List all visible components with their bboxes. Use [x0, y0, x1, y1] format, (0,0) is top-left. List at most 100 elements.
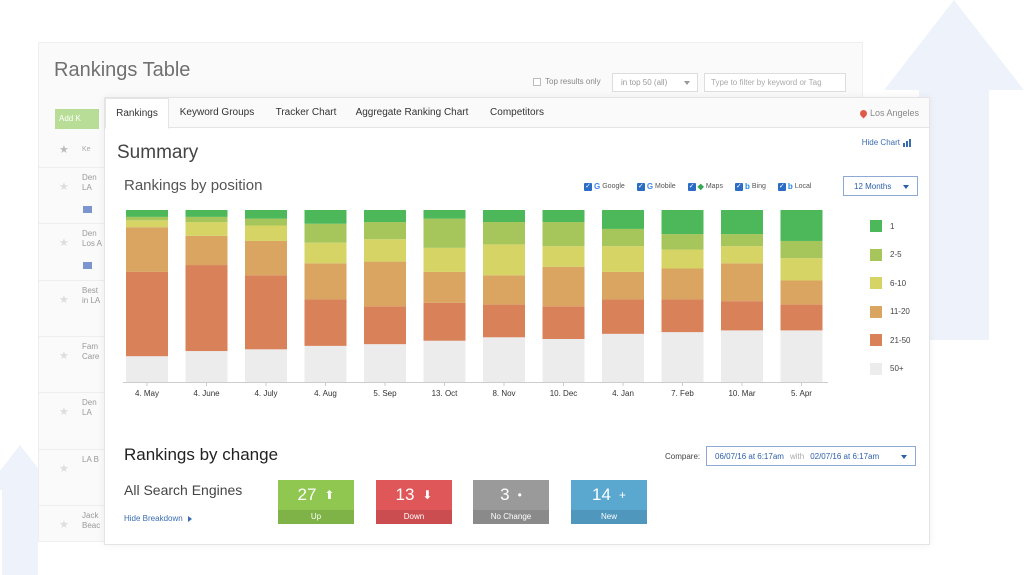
bar-segment[interactable] [304, 242, 347, 264]
bar-segment[interactable] [542, 266, 585, 307]
bar-segment[interactable] [185, 222, 228, 236]
table-row[interactable]: ★ Den LA [39, 167, 107, 223]
tab-aggregate-ranking-chart[interactable]: Aggregate Ranking Chart [355, 107, 469, 118]
top-results-checkbox[interactable] [533, 77, 541, 86]
star-icon[interactable]: ★ [59, 237, 69, 249]
star-icon[interactable]: ★ [59, 144, 69, 156]
bar-segment[interactable] [661, 268, 704, 300]
bar-segment[interactable] [542, 306, 585, 339]
table-row[interactable]: ★ Best in LA [39, 280, 107, 336]
bar-segment[interactable] [126, 220, 168, 228]
tab-tracker-chart[interactable]: Tracker Chart [275, 107, 337, 118]
bar-segment[interactable] [483, 244, 525, 276]
bar-segment[interactable] [126, 356, 168, 382]
keyword-cell[interactable]: Jack Beac [82, 511, 106, 531]
bar-segment[interactable] [304, 263, 347, 300]
table-row[interactable]: ★ Fam Care [39, 336, 107, 392]
star-icon[interactable]: ★ [59, 463, 69, 475]
bar-segment[interactable] [483, 222, 525, 245]
bar-segment[interactable] [602, 299, 644, 334]
bar-segment[interactable] [304, 223, 347, 243]
bar-segment[interactable] [602, 210, 644, 229]
bar-segment[interactable] [364, 306, 406, 345]
keyword-filter-input[interactable]: Type to filter by keyword or Tag [704, 73, 846, 92]
table-row[interactable]: ★ LA B [39, 449, 107, 505]
bar-segment[interactable] [780, 330, 823, 382]
bar-segment[interactable] [483, 337, 525, 382]
bar-segment[interactable] [185, 351, 228, 382]
bar-segment[interactable] [364, 239, 406, 262]
keyword-cell[interactable]: Den LA [82, 173, 106, 193]
bar-segment[interactable] [780, 280, 823, 305]
stat-up-card[interactable]: 27 ⬆ Up [278, 480, 354, 524]
bar-segment[interactable] [304, 345, 347, 382]
bar-segment[interactable] [364, 210, 406, 223]
bar-segment[interactable] [126, 210, 168, 217]
bar-segment[interactable] [483, 304, 525, 338]
bar-segment[interactable] [126, 271, 168, 357]
top-results-only-toggle[interactable]: Top results only [533, 77, 601, 86]
bar-segment[interactable] [661, 299, 704, 333]
bar-segment[interactable] [542, 222, 585, 247]
engine-filter-google[interactable]: ✓ G Google [584, 182, 625, 191]
bar-segment[interactable] [185, 265, 228, 352]
keyword-cell[interactable]: Den Los A [82, 229, 106, 249]
tab-rankings[interactable]: Rankings [105, 98, 169, 129]
legend-item[interactable]: 2-5 [870, 241, 910, 270]
checkbox-checked-icon[interactable]: ✓ [687, 182, 696, 191]
keyword-column-header[interactable]: Ke [82, 146, 91, 153]
bar-segment[interactable] [364, 222, 406, 240]
bar-segment[interactable] [483, 275, 525, 305]
bar-segment[interactable] [423, 247, 466, 272]
bar-segment[interactable] [780, 304, 823, 331]
bar-segment[interactable] [721, 246, 763, 264]
checkbox-checked-icon[interactable]: ✓ [777, 182, 786, 191]
bar-segment[interactable] [364, 261, 406, 307]
legend-item[interactable]: 1 [870, 212, 910, 241]
bar-segment[interactable] [542, 246, 585, 267]
engine-filter-maps[interactable]: ✓ ◆ Maps [687, 182, 723, 191]
bar-segment[interactable] [780, 240, 823, 259]
star-icon[interactable]: ★ [59, 519, 69, 531]
engine-filter-local[interactable]: ✓ b Local [777, 182, 811, 191]
hide-breakdown-link[interactable]: Hide Breakdown [124, 514, 192, 523]
checkbox-checked-icon[interactable]: ✓ [734, 182, 743, 191]
stat-new-card[interactable]: 14 + New [571, 480, 647, 524]
bar-segment[interactable] [602, 271, 644, 300]
location-indicator[interactable]: Los Angeles [858, 108, 919, 118]
bar-segment[interactable] [423, 271, 466, 303]
keyword-cell[interactable]: Den LA [82, 398, 106, 418]
engine-filter-bing[interactable]: ✓ b Bing [734, 182, 766, 191]
bar-segment[interactable] [602, 333, 644, 382]
bar-segment[interactable] [423, 302, 466, 341]
engine-filter-mobile[interactable]: ✓ G Mobile [636, 182, 676, 191]
bar-segment[interactable] [602, 228, 644, 247]
bar-segment[interactable] [721, 263, 763, 302]
bar-segment[interactable] [245, 275, 287, 350]
legend-item[interactable]: 21-50 [870, 326, 910, 355]
bar-segment[interactable] [423, 340, 466, 382]
bar-segment[interactable] [423, 210, 466, 219]
bar-segment[interactable] [780, 258, 823, 281]
bar-segment[interactable] [245, 225, 287, 241]
bar-segment[interactable] [423, 218, 466, 248]
add-keyword-button[interactable]: Add K [55, 109, 99, 129]
star-icon[interactable]: ★ [59, 181, 69, 193]
bar-segment[interactable] [245, 218, 287, 226]
bar-segment[interactable] [126, 216, 168, 221]
legend-item[interactable]: 11-20 [870, 298, 910, 327]
stat-no-change-card[interactable]: 3 • No Change [473, 480, 549, 524]
bar-segment[interactable] [185, 235, 228, 266]
star-icon[interactable]: ★ [59, 294, 69, 306]
bar-segment[interactable] [185, 216, 228, 223]
legend-item[interactable]: 50+ [870, 355, 910, 384]
compare-date-select[interactable]: 06/07/16 at 6:17am with 02/07/16 at 6:17… [706, 446, 916, 466]
table-row[interactable]: ★ Den Los A [39, 223, 107, 279]
bar-segment[interactable] [364, 344, 406, 382]
stat-down-card[interactable]: 13 ⬇ Down [376, 480, 452, 524]
bar-segment[interactable] [721, 234, 763, 247]
hide-chart-link[interactable]: Hide Chart [862, 138, 911, 147]
table-row[interactable]: ★ Jack Beac [39, 505, 107, 561]
bar-segment[interactable] [661, 332, 704, 382]
legend-item[interactable]: 6-10 [870, 269, 910, 298]
